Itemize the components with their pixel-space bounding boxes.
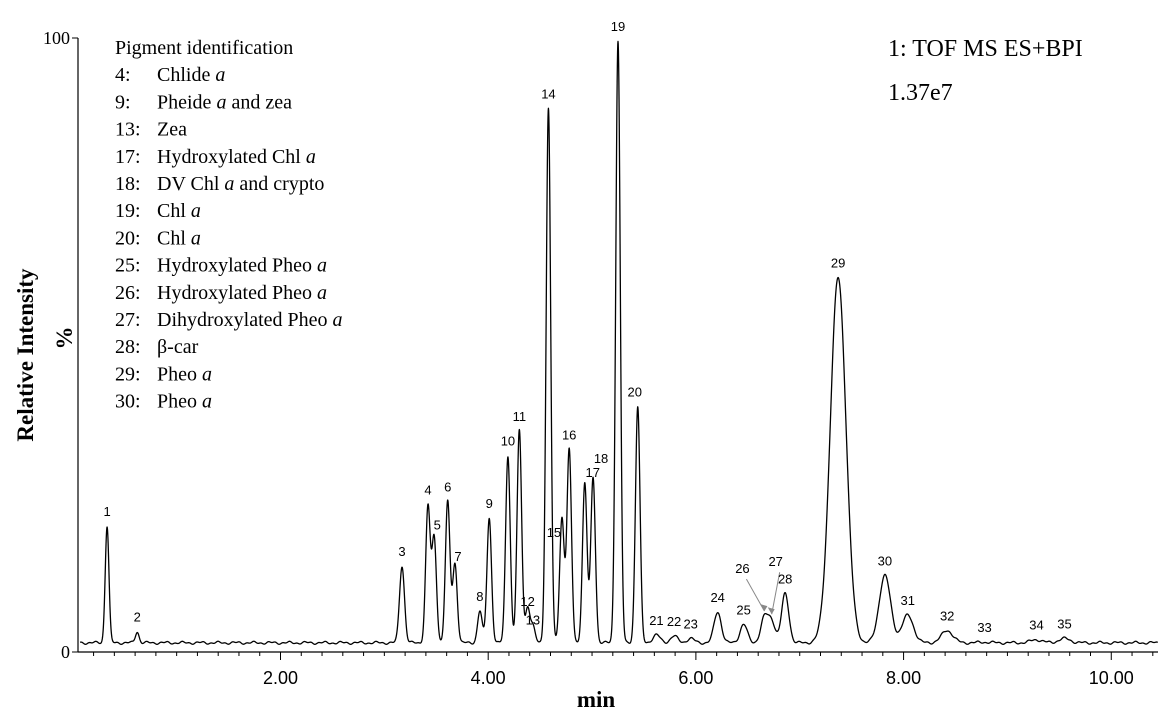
legend-entry-name: Pheo a [157, 363, 212, 385]
legend-entry-name: Chlide a [157, 64, 225, 86]
legend-entry-number: 17: [115, 146, 141, 168]
peak-label: 33 [977, 620, 991, 635]
x-tick-label: 8.00 [886, 668, 921, 688]
info-line-2: 1.37e7 [888, 80, 953, 106]
legend-entry-number: 30: [115, 391, 141, 413]
peak-label: 6 [444, 480, 451, 495]
annotation-arrow [771, 572, 781, 615]
peak-label: 1 [103, 504, 110, 519]
peak-label: 11 [513, 409, 527, 424]
peak-label: 24 [710, 590, 724, 605]
annotation-arrowhead [760, 604, 768, 612]
info-line-1: 1: TOF MS ES+BPI [888, 36, 1083, 62]
legend-entry-number: 20: [115, 227, 141, 249]
legend-entry-number: 29: [115, 363, 141, 385]
legend-entry-name: Chl a [157, 227, 201, 249]
peak-label: 21 [649, 613, 663, 628]
legend-entry-name: Dihydroxylated Pheo a [157, 309, 343, 331]
peak-label: 26 [735, 561, 749, 576]
pigment-legend: Pigment identification 4: Chlide a 9: Pheide… [115, 37, 343, 413]
peak-label: 14 [541, 87, 555, 102]
peak-label: 2 [134, 610, 141, 625]
legend-entry-number: 26: [115, 282, 141, 304]
peak-label: 7 [454, 549, 461, 564]
peak-label: 15 [547, 525, 561, 540]
peak-label: 22 [667, 614, 681, 629]
x-tick-label: 4.00 [471, 668, 506, 688]
legend-entry-number: 18: [115, 173, 141, 195]
legend-entry-name: Pheide a and zea [157, 91, 292, 113]
legend-entry-name: β-car [157, 336, 199, 358]
legend-entry-number: 4: [115, 64, 131, 86]
x-tick-label: 2.00 [263, 668, 298, 688]
x-axis-title: min [577, 687, 616, 712]
legend-entry-name: Zea [157, 119, 187, 141]
legend-entry-number: 28: [115, 336, 141, 358]
peak-label: 34 [1029, 618, 1043, 633]
legend-entry-number: 9: [115, 91, 131, 113]
peak-label: 4 [424, 483, 431, 498]
annotation-arrowhead [767, 607, 775, 615]
trace-layer [79, 40, 1159, 645]
legend-entry-name: Chl a [157, 200, 201, 222]
x-tick-label: 10.00 [1089, 668, 1134, 688]
legend-entry-name: Hydroxylated Pheo a [157, 282, 327, 304]
legend-entry-number: 19: [115, 200, 141, 222]
peak-label: 9 [486, 496, 493, 511]
y-axis-title: Relative Intensity [13, 268, 38, 442]
y-axis-unit: % [52, 327, 77, 350]
peak-label: 31 [900, 593, 914, 608]
peak-label: 19 [611, 19, 625, 34]
peak-label: 32 [940, 609, 954, 624]
peak-label: 18 [594, 451, 608, 466]
legend-entry-name: Hydroxylated Chl a [157, 146, 316, 168]
peak-label: 28 [778, 572, 792, 587]
peak-label: 16 [562, 427, 576, 442]
peak-label: 23 [683, 616, 697, 631]
peak-label: 25 [736, 602, 750, 617]
peak-label: 17 [586, 465, 600, 480]
legend-entry-number: 25: [115, 255, 141, 277]
annotation-arrows [745, 572, 781, 615]
axes: 2.00 4.00 6.00 8.00 10.00 0 100 [43, 28, 1158, 688]
legend-entry-name: DV Chl a and crypto [157, 173, 324, 195]
peak-label: 35 [1057, 616, 1071, 631]
peak-label: 10 [501, 434, 515, 449]
y-tick-label: 0 [61, 642, 70, 662]
chromatogram-trace [79, 40, 1159, 645]
legend-entry-number: 13: [115, 119, 141, 141]
peak-label: 13 [526, 612, 540, 627]
legend-entry-name: Hydroxylated Pheo a [157, 255, 327, 277]
peak-label: 30 [878, 553, 892, 568]
y-tick-label: 100 [43, 28, 70, 48]
peak-label: 29 [831, 255, 845, 270]
peak-label: 12 [520, 594, 534, 609]
legend-title: Pigment identification [115, 37, 293, 59]
legend-entry-number: 27: [115, 309, 141, 331]
peak-label: 20 [627, 384, 641, 399]
peak-label: 8 [476, 589, 483, 604]
x-tick-label: 6.00 [678, 668, 713, 688]
peak-label: 3 [398, 544, 405, 559]
legend-entry-name: Pheo a [157, 391, 212, 413]
peak-label: 27 [768, 554, 782, 569]
peak-label: 5 [434, 517, 441, 532]
